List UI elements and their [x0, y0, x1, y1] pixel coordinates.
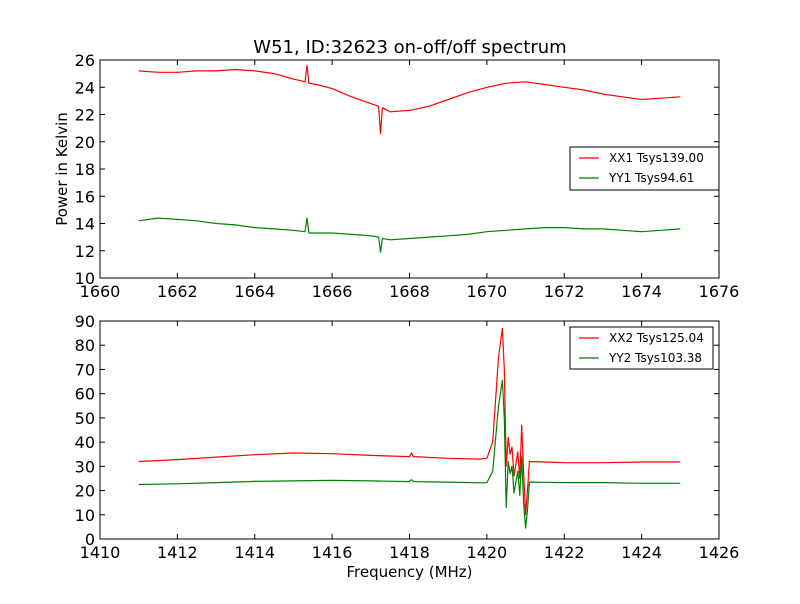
x-tick-label: 1426	[699, 543, 740, 562]
x-tick-label: 1422	[544, 543, 585, 562]
y-tick-label: 60	[75, 385, 95, 404]
y-tick-label: 90	[75, 312, 95, 331]
x-tick-label: 1666	[312, 282, 353, 301]
y-tick-label: 80	[75, 336, 95, 355]
y-axis-label: Power in Kelvin	[53, 112, 71, 226]
x-tick-label: 1676	[699, 282, 740, 301]
bottom-plot: 1410 1412 1414 1416 1418 1420 1422 1424 1426 0 10 2…	[75, 312, 740, 581]
x-tick-label: 1418	[389, 543, 430, 562]
series-line-1-1	[138, 379, 681, 529]
series-line-0-1	[138, 217, 681, 253]
top-plot: 1660 1662 1664 1666 1668 1670 1672 1674 1676 10 12…	[53, 51, 739, 301]
legend	[569, 146, 720, 191]
x-tick-label: 1410	[80, 543, 121, 562]
x-tick-label: 1420	[467, 543, 508, 562]
y-tick-label: 40	[75, 433, 95, 452]
x-tick-label: 1670	[467, 282, 508, 301]
chart-title: W51, ID:32623 on-off/off spectrum	[253, 37, 566, 58]
x-tick-label: 1668	[389, 282, 430, 301]
legend-label: XX1 Tsys139.00	[609, 151, 704, 165]
x-tick-label: 1416	[312, 543, 353, 562]
y-tick-label: 16	[75, 187, 95, 206]
x-tick-label: 1664	[234, 282, 275, 301]
y-tick-label: 70	[75, 360, 95, 379]
y-tick-label: 20	[75, 133, 95, 152]
y-tick-label: 30	[75, 457, 95, 476]
legend-label: XX2 Tsys125.04	[609, 331, 704, 345]
y-tick-label: 18	[75, 160, 95, 179]
series-line-0-0	[138, 64, 681, 135]
y-tick-label: 10	[75, 269, 95, 288]
y-tick-label: 24	[75, 78, 95, 97]
x-tick-label: 1674	[621, 282, 662, 301]
x-tick-label: 1414	[234, 543, 275, 562]
legend-label: YY1 Tsys94.61	[608, 171, 694, 185]
y-tick-label: 14	[75, 215, 95, 234]
y-tick-label: 12	[75, 242, 95, 261]
y-tick-label: 22	[75, 106, 95, 125]
x-tick-label: 1412	[157, 543, 198, 562]
x-axis-label: Frequency (MHz)	[346, 563, 472, 581]
legend	[569, 326, 714, 370]
y-tick-label: 20	[75, 482, 95, 501]
y-tick-label: 50	[75, 409, 95, 428]
legend-label: YY2 Tsys103.38	[608, 351, 702, 365]
x-tick-label: 1660	[80, 282, 121, 301]
x-tick-label: 1424	[621, 543, 662, 562]
x-tick-label: 1672	[544, 282, 585, 301]
y-tick-label: 0	[85, 530, 95, 549]
y-tick-label: 26	[75, 51, 95, 70]
series-line-1-0	[138, 327, 681, 516]
y-tick-label: 10	[75, 506, 95, 525]
x-tick-label: 1662	[157, 282, 198, 301]
